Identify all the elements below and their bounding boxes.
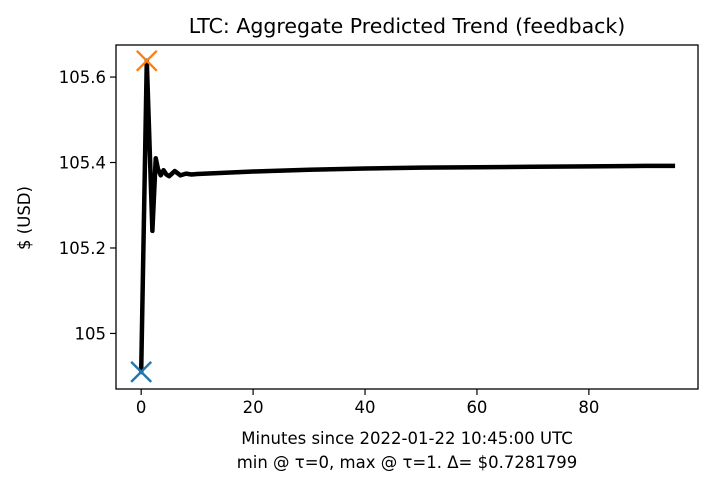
x-axis-label: Minutes since 2022-01-22 10:45:00 UTC	[241, 429, 573, 448]
x-axis: 0 20 40 60 80	[136, 389, 599, 417]
y-tick-label: 105.6	[59, 68, 106, 87]
x-tick-label: 0	[136, 398, 147, 417]
plot-frame	[115, 44, 699, 390]
y-tick-label: 105	[75, 324, 107, 343]
x-tick-label: 80	[578, 398, 599, 417]
x-tick-label: 20	[243, 398, 264, 417]
y-axis-label: $ (USD)	[15, 186, 34, 250]
series-line	[138, 58, 676, 375]
plot-area	[130, 49, 676, 383]
chart-title: LTC: Aggregate Predicted Trend (feedback…	[189, 14, 626, 38]
max-marker	[135, 49, 158, 72]
y-tick-label: 105.4	[59, 154, 106, 173]
y-axis: 105 105.2 105.4 105.6	[59, 68, 116, 343]
x-axis-sublabel: min @ τ=0, max @ τ=1. Δ= $0.7281799	[237, 453, 578, 472]
x-tick-label: 40	[355, 398, 376, 417]
y-tick-label: 105.2	[59, 239, 106, 258]
x-tick-label: 60	[466, 398, 487, 417]
min-marker	[130, 361, 153, 383]
